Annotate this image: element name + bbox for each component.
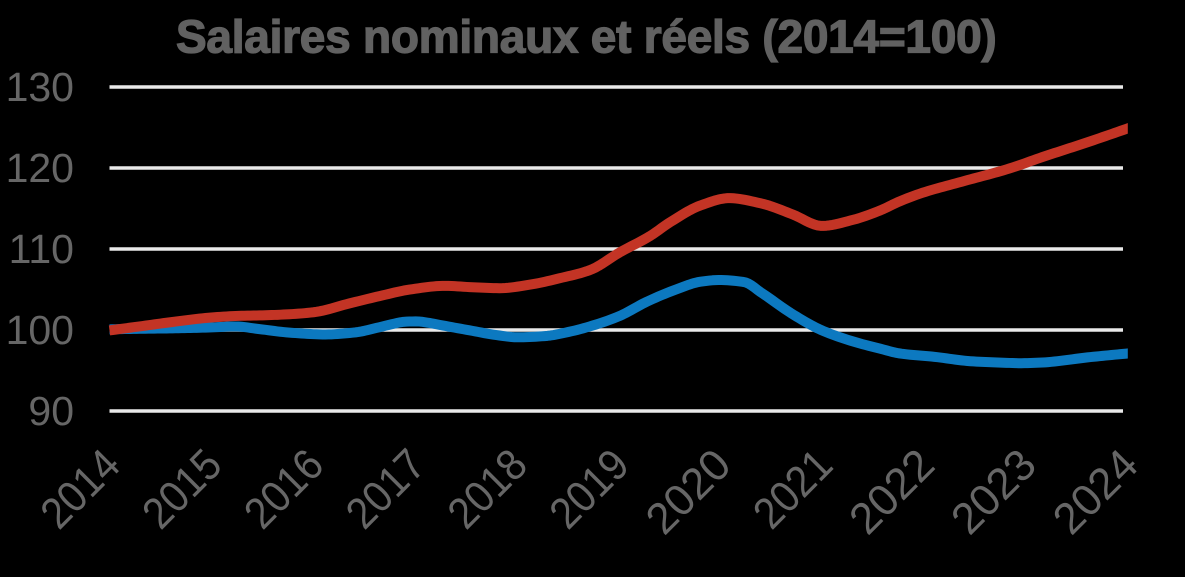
- svg-text:Salaires nominaux et réels (20: Salaires nominaux et réels (2014=100): [176, 11, 997, 63]
- svg-text:90: 90: [28, 388, 74, 434]
- svg-text:120: 120: [6, 145, 74, 191]
- svg-text:110: 110: [9, 226, 74, 272]
- svg-text:130: 130: [6, 64, 74, 110]
- svg-text:100: 100: [6, 307, 74, 353]
